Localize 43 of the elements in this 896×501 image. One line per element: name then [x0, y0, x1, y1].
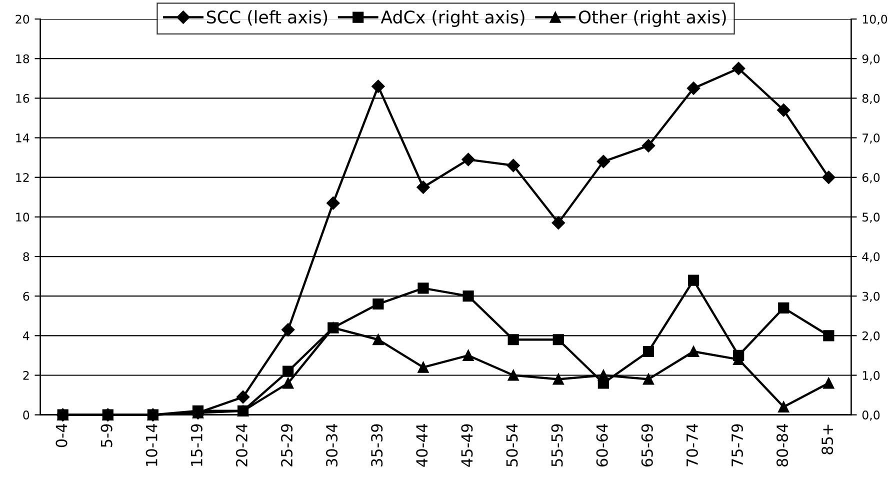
y-tick-label: 20: [16, 14, 30, 24]
x-tick-label: 35-39: [371, 424, 383, 466]
x-tick-label: 65-69: [641, 424, 653, 466]
y-tick-label: 8: [23, 252, 30, 262]
y2-tick-label: 0,0: [862, 410, 880, 421]
y2-tick-label: 5,0: [862, 212, 880, 223]
y2-tick-label: 7,0: [862, 134, 880, 144]
x-tick-label: 5-9: [100, 424, 112, 447]
x-tick-label: 55-59: [551, 424, 563, 466]
y2-tick-label: 2,0: [862, 331, 880, 342]
x-tick-label: 10-14: [146, 424, 158, 466]
x-tick-label: 50-54: [506, 424, 518, 466]
x-tick-label: 60-64: [596, 424, 608, 466]
y2-tick-label: 10,0: [862, 14, 888, 25]
y2-tick-label: 1,0: [862, 370, 880, 382]
y-tick-label: 2: [23, 370, 29, 380]
x-tick-label: 75-79: [731, 424, 744, 466]
x-tick-label: 80-84: [776, 424, 788, 467]
x-tick-label: 85+: [822, 424, 834, 454]
legend-label: AdCx (right axis): [380, 10, 524, 27]
y-tick-label: 18: [16, 54, 30, 64]
y-tick-label: 4: [22, 332, 30, 340]
x-tick-label: 25-29: [280, 424, 293, 466]
legend-label: SCC (left axis): [206, 10, 328, 26]
y2-tick-label: 3,0: [862, 292, 880, 302]
x-tick-label: 70-74: [686, 424, 698, 466]
y-tick-label: 12: [16, 173, 29, 182]
y-tick-label: 10: [16, 212, 30, 222]
y-tick-label: 14: [16, 134, 30, 142]
x-tick-label: 45-49: [461, 424, 473, 467]
y2-tick-label: 8,0: [862, 94, 880, 104]
legend-label: Other (right axis): [578, 10, 726, 27]
x-tick-label: 40-44: [416, 424, 428, 467]
y2-tick-label: 9,0: [862, 54, 880, 64]
y-tick-label: 0: [23, 410, 30, 420]
y2-tick-label: 4,0: [862, 252, 880, 262]
x-tick-label: 0-4: [56, 424, 68, 448]
x-tick-label: 30-34: [326, 424, 338, 466]
x-tick-label: 15-19: [190, 424, 202, 466]
y2-tick-label: 6,0: [862, 173, 880, 184]
x-tick-label: 20-24: [236, 424, 248, 466]
y-tick-label: 6: [23, 292, 30, 301]
y-tick-label: 16: [16, 94, 30, 103]
